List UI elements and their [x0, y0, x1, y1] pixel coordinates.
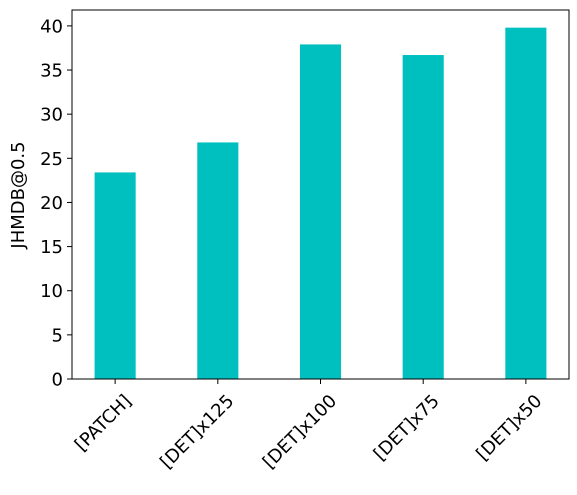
y-tick-label: 15 — [40, 237, 63, 258]
y-tick-label: 5 — [52, 325, 63, 346]
x-tick-label: [DET]x75 — [370, 391, 444, 465]
x-tick-label: [DET]x100 — [259, 391, 341, 473]
bar — [299, 44, 342, 380]
bar — [197, 142, 239, 379]
y-tick-label: 10 — [40, 281, 63, 302]
y-tick-label: 30 — [40, 105, 63, 126]
y-tick-label: 35 — [40, 61, 63, 82]
bar — [505, 27, 547, 379]
y-tick-label: 0 — [52, 370, 63, 391]
x-tick-label: [PATCH] — [71, 391, 136, 456]
bar — [402, 55, 444, 379]
x-tick-label: [DET]x50 — [472, 391, 546, 465]
x-tick-label: [DET]x125 — [156, 391, 238, 473]
bar — [94, 172, 136, 379]
y-tick-label: 40 — [40, 16, 63, 37]
y-tick-label: 25 — [40, 149, 63, 170]
y-axis-label: JHMDB@0.5 — [8, 141, 29, 249]
y-tick-label: 20 — [40, 193, 63, 214]
plot-frame — [71, 9, 570, 380]
